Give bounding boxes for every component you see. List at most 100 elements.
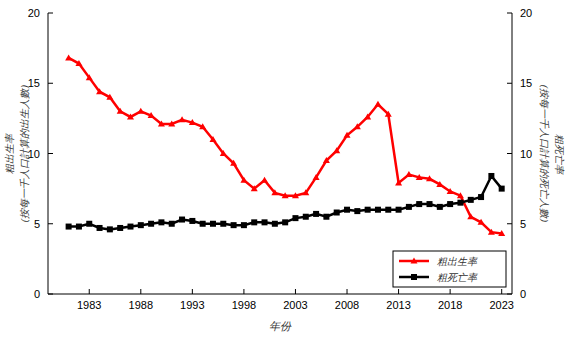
series-marker [478,194,484,200]
series-marker [333,147,340,153]
y2-tick [507,294,512,295]
x-tick-label: 1993 [180,299,204,311]
series-marker [416,201,422,207]
series-marker [138,222,144,228]
series-marker [137,108,144,114]
series-marker [117,225,123,231]
series-marker [127,113,134,119]
legend-label: 粗死亡率 [437,272,478,283]
series-marker [375,207,381,213]
series-marker [148,112,155,118]
series-marker [179,116,186,122]
series-marker [354,208,360,214]
series-marker [396,207,402,213]
series-marker [313,211,319,217]
series-marker [65,54,72,60]
series-marker [385,207,391,213]
series-marker [96,88,103,94]
series-marker [127,224,133,230]
x-tick-label: 1988 [129,299,153,311]
legend-marker [411,258,418,264]
x-tick-label: 2023 [489,299,513,311]
y2-axis-label: 粗死亡率 [554,134,565,175]
series-marker [107,226,113,232]
series-marker [106,94,113,100]
chart: 0510152005101520198319881993199820032008… [0,0,576,341]
y2-tick [507,13,512,14]
series-marker [66,224,72,230]
x-tick-label: 2008 [335,299,359,311]
x-tick [243,289,244,294]
y2-tick-label: 20 [520,7,532,19]
y-tick [48,83,53,84]
series-marker [231,222,237,228]
series-marker [354,123,361,129]
x-tick-label: 2018 [438,299,462,311]
x-tick [450,289,451,294]
series-marker [334,210,340,216]
series-marker [86,221,92,227]
series-marker [303,214,309,220]
series-marker [292,192,299,198]
series-marker [395,180,402,186]
series-marker [200,221,206,227]
series-marker [457,200,463,206]
series-marker [199,123,206,129]
series-marker [437,204,443,210]
y-tick-label: 5 [34,218,40,230]
series-marker [230,160,237,166]
series-marker [426,175,433,181]
series-marker [220,221,226,227]
x-axis-label: 年份 [269,320,292,333]
series-marker [209,136,216,142]
x-tick-label: 1983 [77,299,101,311]
y-tick [48,223,53,224]
series-marker [467,213,474,219]
y-tick-label: 20 [28,7,40,19]
x-axis [48,294,512,295]
series-marker [262,219,268,225]
series-marker [488,173,494,179]
series-marker [271,189,278,195]
series-marker [406,204,412,210]
y2-tick [507,83,512,84]
series-marker [251,219,257,225]
series-marker [447,201,453,207]
series-marker [240,177,247,183]
series-marker [168,120,175,126]
series-marker [169,221,175,227]
y2-tick-label: 15 [520,77,532,89]
series-marker [210,221,216,227]
series-marker [416,174,423,180]
series-marker [251,185,258,191]
series-marker [405,171,412,177]
series-marker [427,201,433,207]
series-marker [189,218,195,224]
series-marker [365,207,371,213]
y2-tick-label: 10 [520,148,532,160]
x-tick [89,289,90,294]
series-marker [323,157,330,163]
series-marker [302,189,309,195]
series-marker [364,113,371,119]
legend-box [393,251,506,287]
legend: 粗出生率粗死亡率 [393,251,506,287]
series-marker [374,101,381,107]
series-marker [499,186,505,192]
series-marker [261,177,268,183]
series-marker [220,150,227,156]
series-marker [272,221,278,227]
y2-tick-label: 0 [520,288,526,300]
x-tick-label: 1998 [232,299,256,311]
x-tick-label: 2003 [283,299,307,311]
series-marker [292,215,298,221]
series-marker [86,74,93,80]
series-marker [179,217,185,223]
x-tick [295,289,296,294]
x-tick [501,289,502,294]
y2-tick [507,223,512,224]
x-tick-label: 2013 [386,299,410,311]
series-marker [498,230,505,236]
y-axis-label: (按每一千人口計算的出生人數) [19,85,30,223]
y-tick-label: 0 [34,288,40,300]
